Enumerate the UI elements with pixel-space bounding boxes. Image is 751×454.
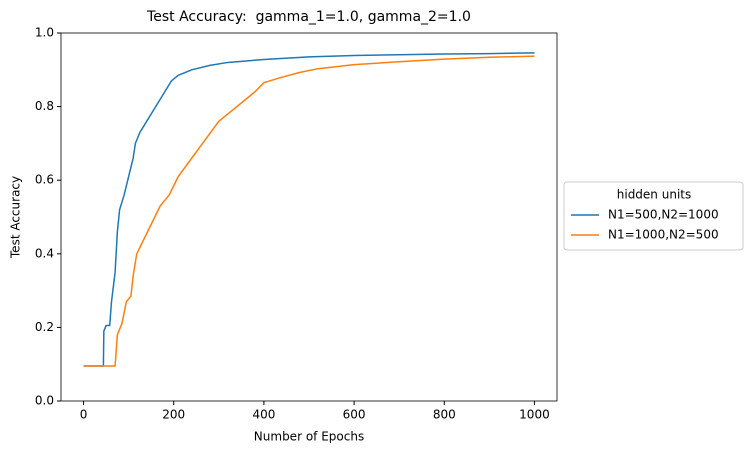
line xyxy=(83,55,535,367)
y-tick-label: 0.0 xyxy=(35,394,54,408)
x-axis-label: Number of Epochs xyxy=(254,430,364,444)
x-tick-label: 0 xyxy=(80,408,88,422)
y-tick-label: 0.8 xyxy=(35,99,54,113)
legend-label: N1=500,N2=1000 xyxy=(608,208,719,222)
y-tick-label: 1.0 xyxy=(35,26,54,40)
y-tick-label: 0.4 xyxy=(35,246,54,260)
x-tick-label: 600 xyxy=(343,408,366,422)
legend-label: N1=1000,N2=500 xyxy=(608,228,719,242)
legend-box xyxy=(563,181,744,251)
y-tick-label: 0.2 xyxy=(35,320,54,334)
legend-title: hidden units xyxy=(617,188,691,202)
x-tick-label: 1000 xyxy=(519,408,550,422)
x-tick-label: 800 xyxy=(433,408,456,422)
x-tick-label: 400 xyxy=(252,408,275,422)
y-tick-label: 0.6 xyxy=(35,173,54,187)
line xyxy=(83,52,535,367)
y-axis-label: Test Accuracy xyxy=(9,176,23,259)
plot-frame xyxy=(60,32,558,402)
chart-title: Test Accuracy: gamma_1=1.0, gamma_2=1.0 xyxy=(146,9,471,25)
x-tick-label: 200 xyxy=(162,408,185,422)
